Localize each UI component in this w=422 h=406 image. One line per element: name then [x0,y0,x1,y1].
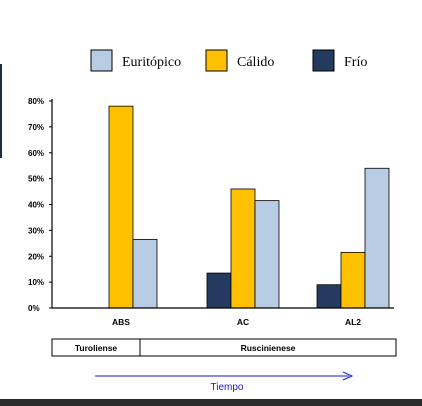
bar-al2-calido [340,251,366,309]
bar-al2-euritopico [364,167,390,309]
legend-swatch-frio [312,49,335,72]
y-tick-label: 40% [28,201,44,210]
y-tick-label: 50% [28,175,44,184]
x-category-label: AC [237,317,249,327]
chart-axes [51,99,394,309]
bar-ac-frio [206,272,232,309]
chart-legend: Euritópico Cálido Frío [90,49,367,72]
x-axis-categories: ABS AC AL2 [112,317,361,327]
bar-al2-frio [316,284,342,309]
y-tick-label: 30% [28,226,44,235]
window-bottom-bar [0,399,422,406]
y-tick-label: 0% [28,304,40,313]
y-tick-label: 70% [28,123,44,132]
period-label-turoliense: Turoliense [75,343,118,353]
period-table: Turoliense Ruscinienese [51,338,397,357]
time-arrow-head [342,371,354,381]
bar-abs-calido [108,105,134,309]
legend-swatch-calido [205,49,228,72]
legend-label-frio: Frío [344,55,367,70]
y-tick-label: 10% [28,278,44,287]
bar-abs-euritopico [132,239,158,309]
x-category-label: ABS [112,317,130,327]
period-label-ruscinienese: Ruscinienese [241,343,296,353]
chart-bars [108,105,390,309]
legend-label-calido: Cálido [237,55,274,70]
period-table-border [51,338,397,357]
time-arrow-label: Tiempo [211,382,244,393]
y-tick-label: 20% [28,252,44,261]
y-tick-label: 80% [28,97,44,106]
side-divider-line [0,64,2,158]
x-category-label: AL2 [345,317,361,327]
y-tick-label: 60% [28,149,44,158]
time-arrow: Tiempo [95,371,354,393]
bar-ac-calido [230,188,256,309]
y-axis-ticks: 0% 10% 20% 30% 40% 50% 60% 70% 80% [28,97,52,313]
bar-ac-euritopico [254,200,280,309]
legend-label-euritopico: Euritópico [122,55,181,70]
legend-swatch-euritopico [90,49,113,72]
